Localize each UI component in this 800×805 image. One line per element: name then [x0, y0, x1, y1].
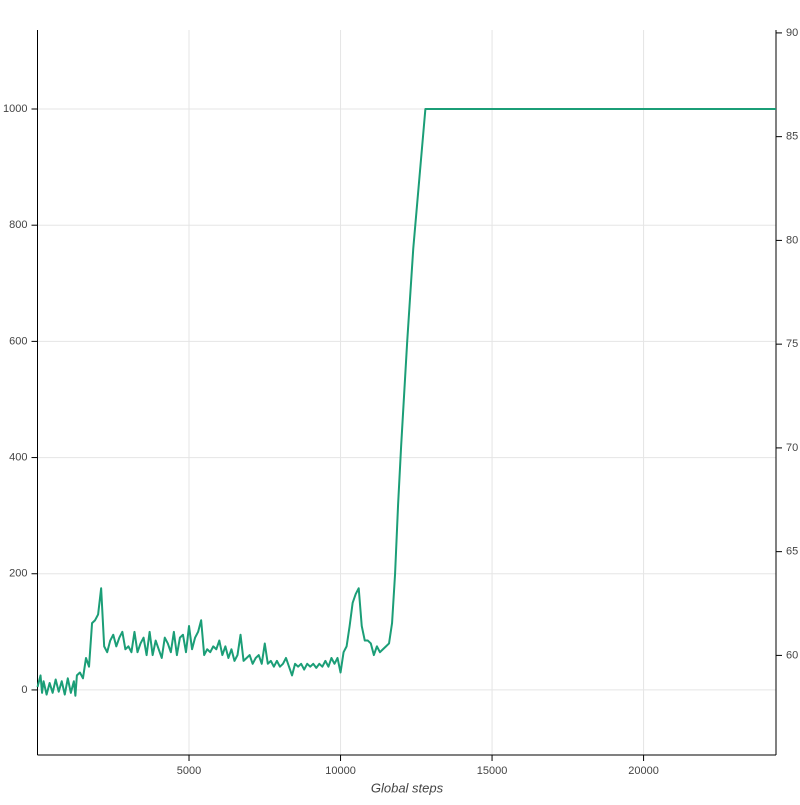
y2-tick-label: 85	[786, 131, 798, 143]
y-tick-label: 800	[9, 219, 27, 231]
y2-tick-label: 80	[786, 234, 798, 246]
y-tick-label: 0	[21, 684, 27, 696]
y-tick-label: 200	[9, 568, 27, 580]
y-tick-label: 600	[9, 335, 27, 347]
y2-tick-label: 75	[786, 338, 798, 350]
data-line	[36, 108, 776, 697]
y2-tick-label: 65	[786, 546, 798, 558]
x-tick-label: 5000	[177, 765, 201, 777]
y2-tick-label: 70	[786, 442, 798, 454]
x-axis-label: Global steps	[371, 780, 444, 795]
y-tick-label: 1000	[3, 103, 27, 115]
y2-tick-label: 60	[786, 649, 798, 661]
y-tick-label: 400	[9, 451, 27, 463]
x-tick-label: 15000	[477, 765, 508, 777]
x-tick-label: 20000	[628, 765, 659, 777]
y2-tick-label: 90	[786, 27, 798, 39]
x-tick-label: 10000	[325, 765, 356, 777]
